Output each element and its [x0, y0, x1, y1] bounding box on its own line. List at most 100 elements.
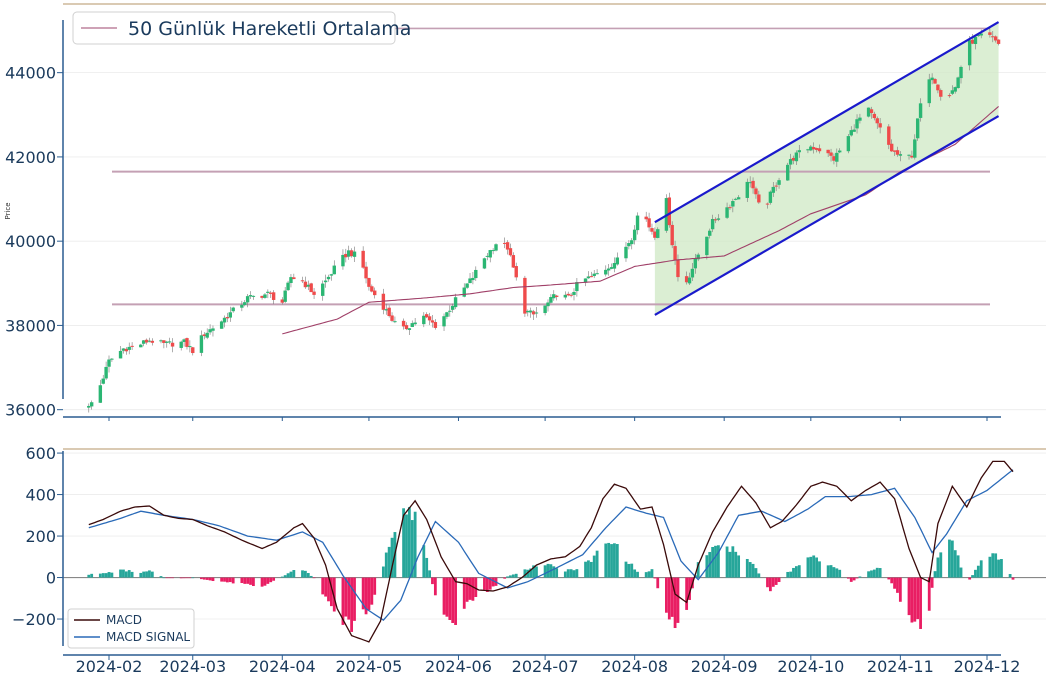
- macd-histogram-bar: [341, 577, 345, 625]
- candle-body: [347, 250, 351, 257]
- macd-histogram-bar: [260, 577, 264, 587]
- macd-histogram-bar: [867, 571, 870, 578]
- candle-body: [292, 277, 296, 280]
- candle-body: [745, 181, 749, 198]
- candle-body: [260, 295, 264, 298]
- macd-histogram-bar: [127, 570, 131, 578]
- macd-histogram-bar: [584, 561, 587, 578]
- macd-histogram-bar: [511, 574, 515, 578]
- macd-histogram-bar: [1008, 574, 1012, 578]
- candle-body: [410, 323, 414, 327]
- candle-body: [586, 276, 591, 279]
- candle-body: [485, 255, 490, 257]
- candle-body: [976, 35, 981, 37]
- candle-body: [858, 117, 862, 121]
- candle-body: [794, 152, 799, 162]
- candle-body: [89, 402, 94, 407]
- macd-histogram-bar: [777, 577, 781, 583]
- candle-body: [849, 130, 853, 136]
- candle-body: [139, 344, 143, 348]
- candle-body: [326, 276, 331, 280]
- macd-histogram-bar: [179, 577, 183, 579]
- candle-body: [162, 340, 166, 343]
- candle-body: [632, 229, 637, 241]
- macd-histogram-bar: [653, 577, 657, 579]
- macd-histogram-bar: [994, 553, 998, 578]
- candle-body: [748, 182, 752, 184]
- candle-body: [511, 255, 516, 268]
- candle-body: [211, 328, 215, 331]
- candle-body: [98, 385, 103, 403]
- macd-histogram-bar: [896, 577, 899, 593]
- macd-histogram-bar: [826, 565, 830, 578]
- macd-histogram-bar: [350, 577, 354, 632]
- candle-body: [552, 294, 556, 299]
- candle-body: [323, 280, 328, 283]
- macd-histogram-bar: [555, 568, 559, 578]
- macd-histogram-bar: [526, 569, 530, 578]
- macd-histogram-bar: [145, 571, 148, 578]
- macd-histogram-bar: [737, 555, 741, 578]
- candle-body: [150, 340, 155, 343]
- macd-histogram-bar: [878, 568, 882, 578]
- x-tick-label: 2024-09: [691, 657, 758, 676]
- macd-histogram-bar: [104, 573, 108, 578]
- candle-body: [606, 268, 611, 271]
- candle-body: [384, 309, 388, 311]
- candle-body: [202, 334, 207, 337]
- candle-body: [219, 321, 224, 329]
- macd-histogram-bar: [673, 577, 677, 629]
- candle-body: [462, 287, 466, 297]
- candle-body: [915, 118, 920, 139]
- price-legend-box: [72, 11, 396, 45]
- candle-body: [453, 297, 458, 308]
- candle-body: [488, 250, 492, 258]
- macd-histogram-bar: [286, 573, 290, 578]
- macd-histogram-bar: [220, 577, 224, 582]
- candle-body: [635, 215, 640, 231]
- macd-histogram-bar: [142, 571, 146, 578]
- macd-histogram-bar: [751, 563, 755, 578]
- candle-body: [696, 254, 700, 260]
- macd-histogram-bar: [552, 566, 556, 578]
- candle-body: [933, 79, 937, 84]
- macd-histogram-bar: [280, 576, 284, 578]
- candle-body: [407, 328, 412, 330]
- candle-body: [471, 277, 475, 281]
- macd-histogram-bar: [272, 577, 276, 581]
- macd-histogram-bar: [630, 563, 634, 578]
- candle-body: [373, 290, 377, 296]
- candle-body: [887, 126, 891, 145]
- macd-histogram-bar: [968, 577, 972, 580]
- macd-histogram-bar: [627, 563, 631, 578]
- candle-body: [401, 320, 406, 327]
- candle-body: [390, 315, 394, 321]
- candle-body: [101, 378, 105, 384]
- macd-histogram-bar: [347, 577, 351, 620]
- candle-body: [554, 295, 559, 297]
- macd-histogram-bar: [587, 560, 590, 578]
- price-panel: 36000 38000 40000 42000 44000 Price 50 Günlü…: [4, 3, 1046, 421]
- candle-body: [245, 296, 250, 303]
- candle-body: [170, 342, 175, 347]
- macd-histogram-bar: [589, 561, 593, 578]
- candle-body: [286, 282, 290, 291]
- candle-body: [569, 294, 573, 296]
- macd-histogram-bar: [607, 542, 611, 578]
- macd-histogram-bar: [948, 539, 951, 578]
- macd-histogram-bar: [939, 552, 943, 578]
- candle-body: [650, 228, 654, 232]
- candle-body: [191, 347, 195, 354]
- candle-body: [87, 405, 91, 408]
- candle-body: [167, 341, 172, 343]
- macd-histogram-bar: [971, 575, 974, 578]
- macd-histogram-bar: [650, 569, 654, 578]
- candle-body: [303, 281, 308, 288]
- candle-body: [269, 292, 273, 294]
- x-tick-label: 2024-05: [336, 657, 403, 676]
- candle-body: [228, 312, 233, 318]
- candle-body: [361, 250, 365, 268]
- macd-histogram-bar: [390, 537, 394, 578]
- macd-histogram-bar: [223, 577, 226, 582]
- macd-histogram-bar: [988, 556, 992, 578]
